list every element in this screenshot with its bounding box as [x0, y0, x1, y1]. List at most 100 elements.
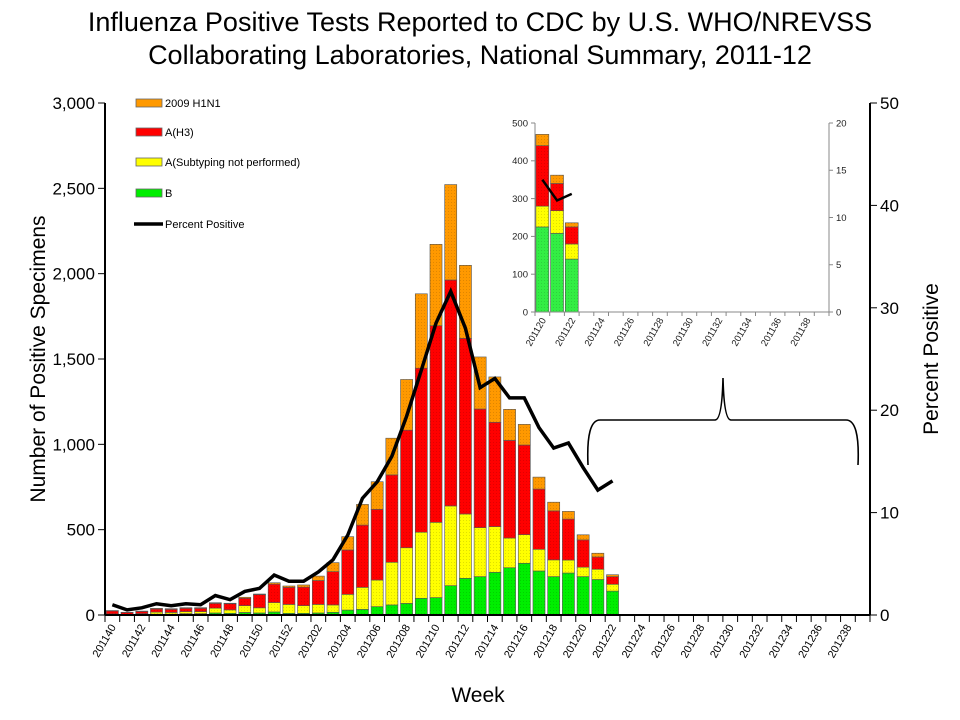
bar-texture-201216 [518, 445, 531, 535]
x-axis-label: Week [451, 684, 505, 707]
bar-texture-201207 [385, 474, 398, 563]
inset-y-tick-label: 100 [512, 270, 528, 281]
bar-texture-201150 [253, 594, 266, 595]
bar-texture-201205 [356, 587, 369, 610]
bar-texture-201206 [371, 606, 384, 615]
bar-texture-201151 [268, 582, 281, 585]
bar-texture-201148 [224, 603, 237, 604]
y-tick-label: 500 [67, 521, 95, 540]
bar-texture-201150 [253, 607, 266, 613]
bar-texture-201213 [474, 527, 487, 577]
legend-swatch-a-unsubtyped [135, 157, 163, 167]
bar-texture-201220 [577, 539, 590, 568]
bar-texture-201219 [562, 511, 575, 520]
bar-texture-201216 [518, 534, 531, 564]
legend-swatch-h3 [135, 127, 163, 137]
x-tick-label: 201210 [414, 623, 443, 661]
bar-texture-201214 [488, 376, 501, 423]
bar-texture-201147 [209, 603, 222, 609]
bar-texture-201202 [312, 580, 325, 605]
y-tick-label: 1,500 [52, 350, 95, 369]
bar-texture-201218 [547, 502, 560, 511]
bar-texture-201209 [415, 532, 428, 599]
bar-texture-201214 [488, 526, 501, 573]
bar-texture-201143 [150, 612, 163, 615]
bar-texture-201221 [591, 569, 604, 580]
bar-texture-201217 [532, 477, 546, 490]
x-tick-label: 201142 [120, 623, 148, 660]
bar-texture-201217 [532, 570, 546, 615]
x-tick-label: 201152 [267, 623, 295, 660]
x-tick-label: 201224 [620, 623, 649, 661]
x-tick-label: 201148 [208, 623, 236, 660]
inset-bar-texture-201122 [565, 243, 579, 260]
bar-texture-201208 [400, 547, 413, 604]
bar-texture-201145 [179, 608, 192, 612]
bar-texture-201208 [400, 430, 413, 548]
bar-texture-201210 [429, 325, 443, 523]
inset-y-tick-label: 300 [512, 194, 528, 205]
y-axis-label: Number of Positive Specimens [27, 215, 50, 502]
bar-texture-201143 [150, 608, 163, 610]
inset-bar-texture-201120 [535, 206, 549, 227]
inset-percent-positive-line [541, 178, 573, 203]
bar-texture-201205 [356, 525, 369, 588]
inset-bar-texture-201121 [550, 183, 564, 211]
bar-texture-201222 [606, 584, 619, 592]
bar-texture-201206 [371, 481, 384, 510]
bar-texture-201204 [341, 610, 354, 615]
bar-texture-201220 [577, 576, 590, 615]
inset-y2-tick-label: 20 [836, 118, 847, 129]
bar-texture-201217 [532, 489, 546, 550]
x-tick-label: 201232 [738, 623, 767, 661]
bar-texture-201140 [106, 610, 119, 614]
bar-texture-201210 [429, 244, 443, 326]
bar-texture-201211 [444, 279, 457, 506]
bar-texture-201142 [135, 611, 148, 614]
y2-tick-label: 30 [880, 299, 899, 318]
inset-bar-texture-201121 [550, 233, 564, 312]
x-tick-label: 201216 [502, 623, 531, 661]
inset-bar-texture-201122 [565, 259, 579, 312]
bar-texture-201202 [312, 576, 325, 581]
bar-texture-201222 [606, 574, 619, 577]
bar-texture-201217 [532, 549, 546, 571]
x-tick-label: 201234 [767, 623, 796, 661]
bar-texture-201218 [547, 559, 560, 577]
bar-texture-201221 [591, 556, 604, 570]
inset-bar-texture-201120 [535, 145, 549, 207]
x-tick-label: 201230 [708, 623, 737, 661]
x-tick-label: 201220 [561, 623, 590, 661]
bar-texture-201147 [209, 608, 222, 613]
inset-y2-tick-label: 0 [836, 307, 841, 318]
bar-texture-201212 [459, 338, 472, 514]
x-tick-label: 201228 [679, 623, 708, 661]
bar-texture-201203 [326, 571, 340, 605]
bar-texture-201146 [194, 607, 207, 609]
x-tick-label: 201222 [590, 623, 619, 661]
y2-tick-label: 10 [880, 504, 899, 523]
bar-texture-201203 [326, 562, 340, 572]
bar-texture-201143 [150, 609, 163, 613]
chart-title: Influenza Positive Tests Reported to CDC… [0, 6, 960, 72]
bar-texture-201218 [547, 510, 560, 560]
bar-texture-201207 [385, 604, 398, 615]
inset-y2-tick-label: 10 [836, 213, 847, 224]
bar-texture-201144 [165, 609, 178, 613]
bar-texture-201147 [209, 602, 222, 604]
x-tick-label: 201150 [238, 623, 266, 660]
y2-tick-label: 50 [880, 94, 899, 113]
x-tick-label: 201212 [443, 623, 472, 661]
legend: 2009 H1N1 A(H3) A(Subtyping not performe… [134, 98, 300, 231]
inset-y-tick-label: 400 [512, 156, 528, 167]
x-tick-label: 201226 [649, 623, 678, 661]
bar-texture-201213 [474, 409, 487, 528]
bar-texture-201221 [591, 579, 604, 615]
x-tick-label: 201208 [384, 623, 413, 661]
bar-texture-201148 [224, 609, 237, 614]
bar-texture-201147 [209, 612, 222, 615]
bar-texture-201215 [503, 538, 516, 568]
y-tick-label: 1,000 [52, 435, 95, 454]
legend-label-h3: A(H3) [165, 127, 194, 139]
